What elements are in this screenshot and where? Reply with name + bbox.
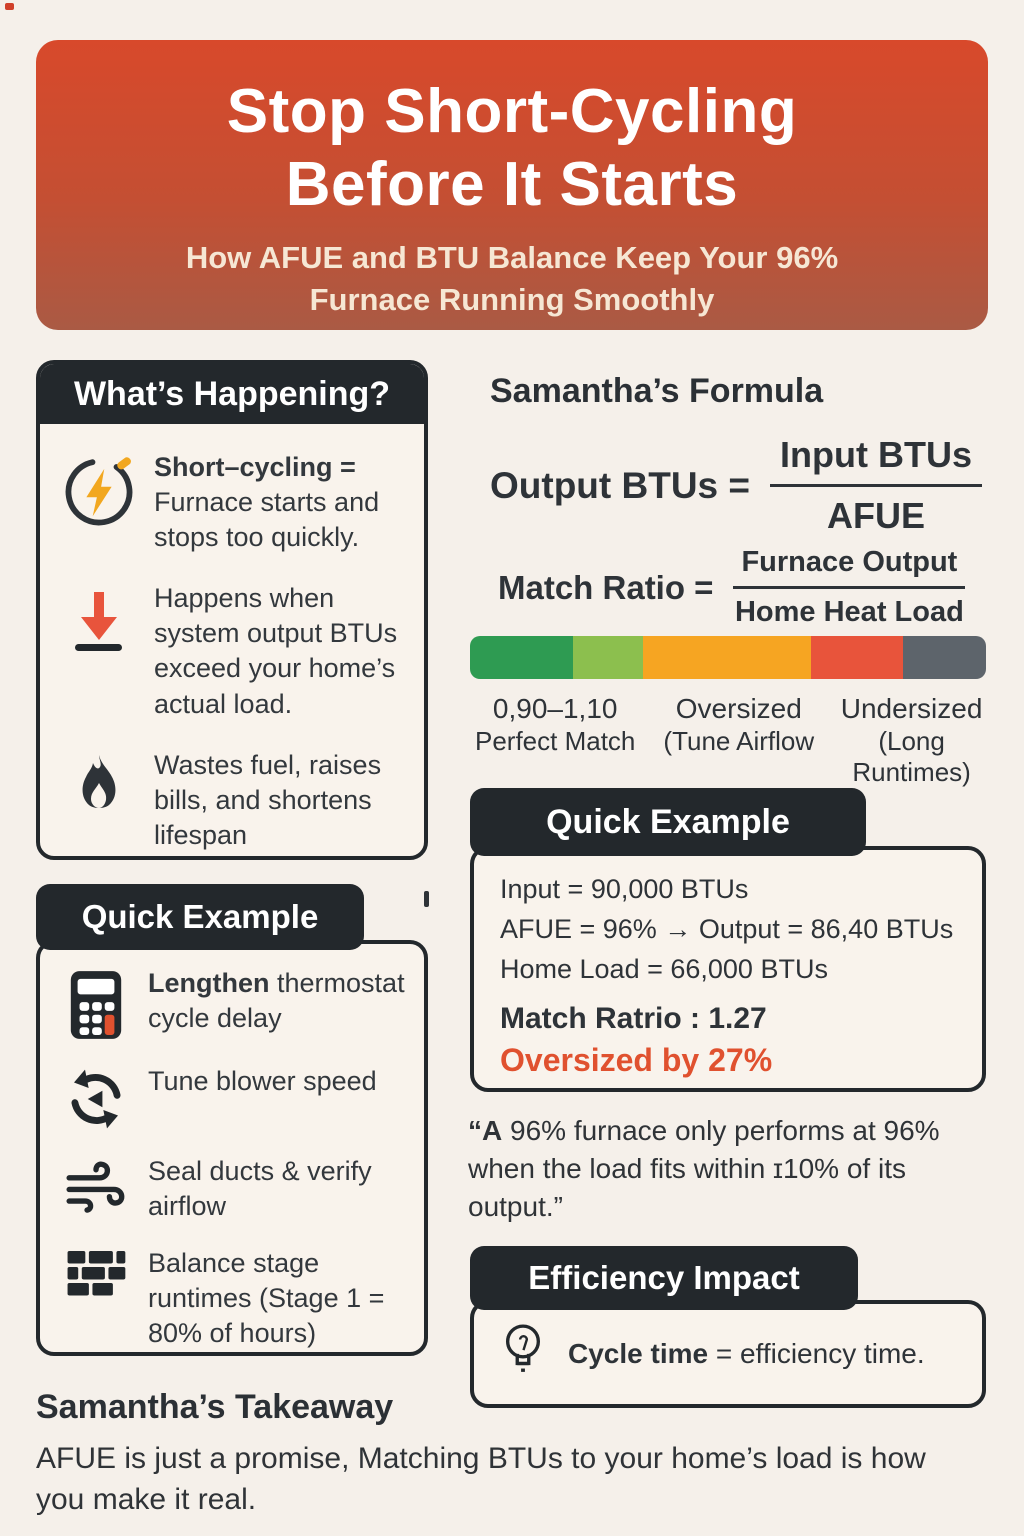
- example-oversized-result: Oversized by 27%: [500, 1041, 773, 1078]
- fraction: Furnace Output Home Heat Load: [733, 546, 966, 629]
- efficiency-impact-box: Cycle time = efficiency time.: [470, 1300, 986, 1408]
- efficiency-impact-tab: Efficiency Impact: [470, 1246, 858, 1310]
- scale-segment-perfect: [470, 636, 574, 679]
- cycle-arrows-icon: [58, 1064, 134, 1132]
- down-arrow-icon: [56, 581, 142, 659]
- page-title: Stop Short-Cycling Before It Starts: [226, 77, 798, 219]
- scale-label-perfect: 0,90–1,10 Perfect Match: [474, 693, 636, 756]
- page-subtitle: How AFUE and BTU Balance Keep Your 96% F…: [185, 240, 839, 317]
- list-item: Wastes fuel, raises bills, and shortens …: [56, 748, 410, 853]
- item-text: Tune blower speed: [148, 1066, 377, 1096]
- hero-banner: Stop Short-Cycling Before It Starts How …: [36, 40, 988, 330]
- takeaway-text: AFUE is just a promise, Matching BTUs to…: [36, 1442, 926, 1517]
- list-item: Lengthen thermostat cycle delay: [58, 966, 414, 1042]
- list-item: Balance stage runtimes (Stage 1 = 80% of…: [58, 1246, 414, 1351]
- airflow-icon: [58, 1154, 134, 1214]
- item-text: Short–cycling = Furnace starts and stops…: [154, 452, 380, 553]
- scale-label-undersized: Undersized (Long Runtimes): [840, 693, 983, 787]
- scale-segment-undersized: [903, 636, 986, 679]
- flame-icon: [56, 748, 142, 826]
- quick-example-left-tab: Quick Example: [36, 884, 364, 950]
- formula-label: Output BTUs =: [490, 464, 751, 506]
- calculator-icon: [58, 966, 134, 1042]
- quote-text: “A 96% furnace only performs at 96% when…: [468, 1115, 940, 1222]
- example-match-ratio: Match Ratrio : 1.27: [500, 1001, 767, 1035]
- quick-example-right-box: Input = 90,000 BTUs AFUE = 96% → Output …: [470, 846, 986, 1092]
- scale-labels: 0,90–1,10 Perfect Match Oversized (Tune …: [458, 692, 998, 788]
- scale-segment-very-oversized: [810, 636, 904, 679]
- list-item: Tune blower speed: [58, 1064, 414, 1132]
- formula-title: Samantha’s Formula: [490, 372, 824, 410]
- example-afue-line: AFUE = 96% → Output = 86,40 BTUs: [500, 913, 954, 944]
- takeaway-title: Samantha’s Takeaway: [36, 1388, 394, 1426]
- lightbulb-icon: [500, 1321, 546, 1388]
- formula-match-ratio: Match Ratio = Furnace Output Home Heat L…: [498, 546, 966, 629]
- list-item: Happens when system output BTUs exceed y…: [56, 581, 410, 721]
- example-load-line: Home Load = 66,000 BTUs: [500, 953, 828, 984]
- example-input-line: Input = 90,000 BTUs: [500, 874, 749, 904]
- scale-label-oversized: Oversized (Tune Airflow: [663, 693, 815, 756]
- match-ratio-scale-bar: [470, 636, 986, 679]
- fraction: Input BTUs AFUE: [770, 434, 982, 537]
- fraction-numerator: Furnace Output: [733, 546, 966, 589]
- efficiency-text: Cycle time = efficiency time.: [568, 1338, 925, 1369]
- list-item: Short–cycling = Furnace starts and stops…: [56, 450, 410, 555]
- quick-example-right-tab: Quick Example: [470, 788, 866, 856]
- formula-label: Match Ratio =: [498, 568, 714, 606]
- whats-happening-box: What’s Happening? Short–cycling = Furnac…: [36, 360, 428, 860]
- fraction-denominator: AFUE: [827, 495, 925, 536]
- scale-segment-oversized: [642, 636, 811, 679]
- stray-mark-artifact: [424, 891, 429, 907]
- corner-artifact: [5, 3, 14, 10]
- scale-segment-good: [573, 636, 643, 679]
- whats-happening-title: What’s Happening?: [40, 364, 424, 424]
- quick-example-left-box: Lengthen thermostat cycle delay Tune blo…: [36, 940, 428, 1356]
- cycle-bolt-icon: [56, 450, 142, 532]
- item-text: Balance stage runtimes (Stage 1 = 80% of…: [148, 1248, 385, 1349]
- item-text: Happens when system output BTUs exceed y…: [154, 583, 398, 719]
- item-text: Seal ducts & verify airflow: [148, 1156, 372, 1222]
- item-text: Lengthen thermostat cycle delay: [148, 968, 405, 1034]
- item-text: Wastes fuel, raises bills, and shortens …: [154, 749, 382, 850]
- formula-output-btus: Output BTUs = Input BTUs AFUE: [490, 434, 982, 537]
- fraction-numerator: Input BTUs: [770, 434, 982, 487]
- bricks-icon: [58, 1246, 134, 1302]
- list-item: Seal ducts & verify airflow: [58, 1154, 414, 1224]
- fraction-denominator: Home Heat Load: [734, 596, 964, 628]
